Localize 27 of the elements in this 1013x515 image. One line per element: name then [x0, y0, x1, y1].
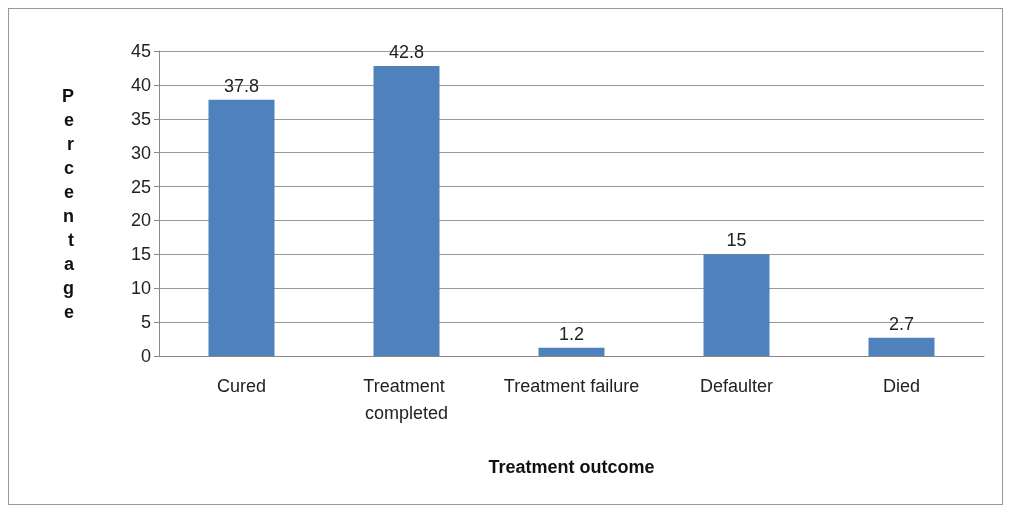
data-label: 42.8 [388, 41, 425, 62]
text: Percentage [61, 85, 74, 322]
x-tick-label: Treatment failure [503, 375, 640, 396]
y-tick-label: 10 [130, 278, 151, 299]
y-tick-label: 25 [130, 176, 151, 197]
y-tick-label: 45 [130, 41, 151, 61]
x-tick-label: Cured [216, 375, 267, 396]
bar [373, 65, 440, 356]
data-label: 2.7 [888, 313, 915, 334]
x-tick-label: Died [882, 375, 921, 396]
data-label: 15 [726, 230, 747, 251]
bar [208, 99, 275, 356]
y-tick-label: 5 [140, 312, 151, 333]
y-tick-label: 0 [140, 346, 151, 366]
y-tick-label: 35 [130, 108, 151, 129]
data-label: 1.2 [558, 323, 585, 344]
bar [703, 254, 770, 356]
y-tick-label: 40 [130, 74, 151, 95]
bar [868, 337, 935, 356]
y-tick-label: 15 [130, 244, 151, 265]
y-tick-label: 20 [130, 210, 151, 231]
data-label: 37.8 [223, 75, 260, 96]
y-tick-label: 30 [130, 142, 151, 163]
x-axis-title: Treatment outcome [488, 457, 655, 477]
x-tick-label: Defaulter [699, 375, 774, 396]
bar [538, 347, 605, 356]
x-tick-label: Treatment completed [363, 375, 450, 423]
